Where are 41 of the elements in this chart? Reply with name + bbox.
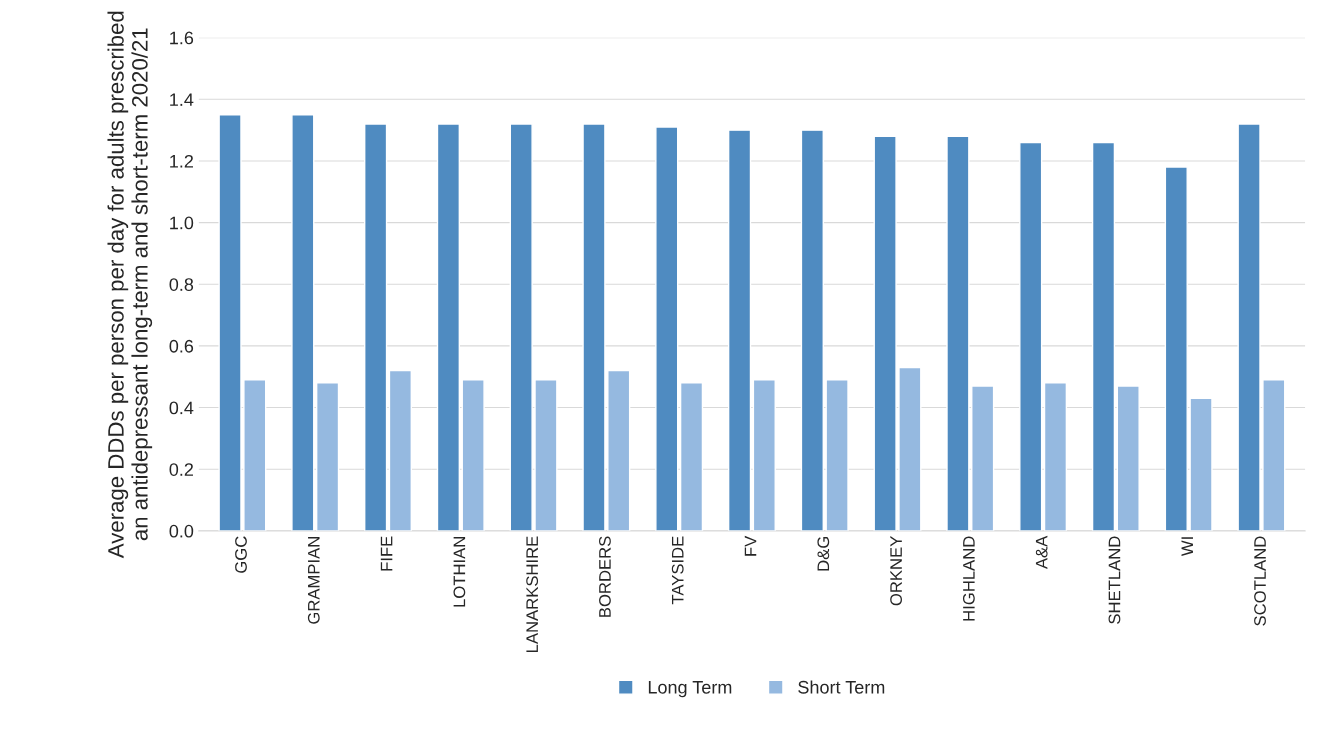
y-tick-label: 0.0 (169, 524, 194, 538)
x-tick-label: FV (744, 535, 757, 556)
bar (291, 114, 315, 531)
y-tick-label: 1.0 (170, 216, 194, 230)
bar (1116, 385, 1140, 531)
x-tick-label: D&G (817, 536, 830, 571)
x-tick-label: A&A (1035, 535, 1048, 570)
bar (461, 379, 485, 531)
x-tick-label: SHETLAND (1108, 536, 1121, 624)
x-tick-label: BORDERS (599, 536, 611, 617)
legend-label: Short Term (798, 680, 885, 694)
bar (679, 382, 704, 531)
y-tick-label: 1.4 (170, 93, 194, 106)
x-tick-label: ORKNEY (890, 536, 902, 606)
y-tick-label: 0.2 (169, 463, 193, 476)
legend-label: Long Term (648, 681, 732, 698)
bar (1019, 141, 1043, 531)
y-tick-label: 0.4 (169, 401, 194, 415)
bar (388, 369, 412, 531)
x-tick-label: GGC (235, 536, 247, 573)
y-tick-label: 1.2 (170, 154, 193, 168)
x-tick-label: SCOTLAND (1254, 536, 1266, 626)
bar (364, 123, 388, 531)
bar (1091, 141, 1116, 531)
y-tick-label: 1.6 (170, 31, 194, 45)
x-tick-label: FIFE (380, 536, 393, 571)
y-axis-title: Average DDDs per person per day for adults prescribed an antidepressant long-term and short-term 2020/21 (107, 11, 153, 559)
x-tick-label: LANARKSHIRE (526, 536, 539, 652)
bar (655, 126, 679, 531)
x-tick-label: LOTHIAN (453, 537, 466, 607)
bar (1043, 382, 1068, 531)
y-tick-label: 0.6 (169, 339, 194, 353)
bar (436, 123, 461, 531)
x-tick-label: WI (1181, 537, 1193, 557)
x-tick-label: HIGHLAND (962, 536, 975, 621)
bar (315, 382, 340, 531)
x-tick-label: GRAMPIAN (307, 537, 320, 624)
bar (752, 379, 776, 531)
y-tick-label: 0.8 (169, 278, 194, 291)
x-tick-label: TAYSIDE (671, 536, 684, 605)
bar (727, 129, 752, 531)
